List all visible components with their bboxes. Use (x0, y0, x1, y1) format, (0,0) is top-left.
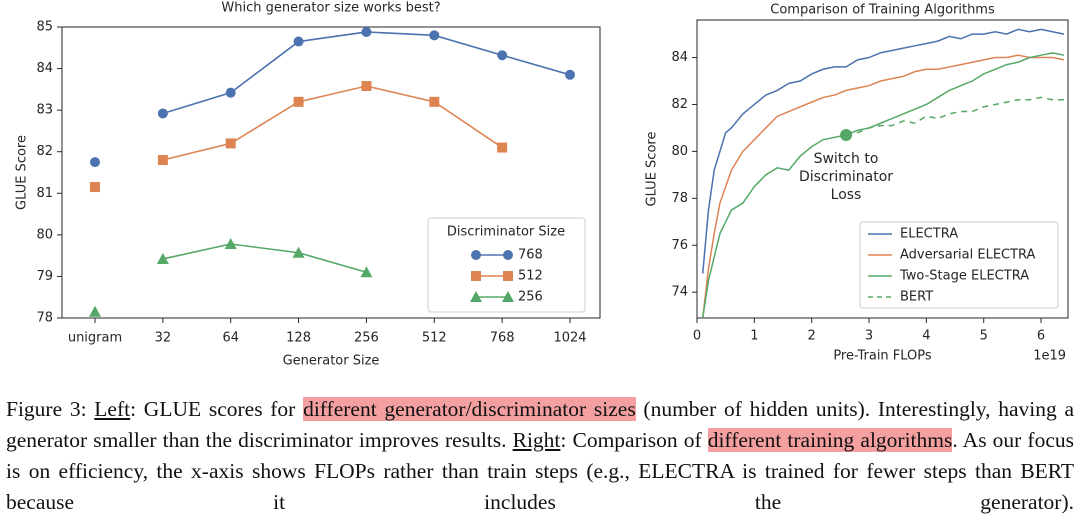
marker (157, 108, 168, 119)
caption-text: (number of hidden units). Interestingly,… (6, 397, 1075, 452)
legend-label: 768 (518, 248, 543, 263)
y-axis-label: GLUE Score (645, 132, 660, 207)
marker (497, 50, 508, 61)
caption-text: . As our focus is on efficiency, the x-a… (6, 428, 1074, 514)
y-tick-label: 76 (671, 238, 688, 253)
x-tick-label: 128 (286, 331, 311, 346)
x-tick-label: 32 (155, 331, 172, 346)
y-tick-label: 79 (36, 269, 53, 284)
x-tick-label: 2 (808, 329, 816, 344)
x-tick-label: 256 (354, 331, 379, 346)
x-axis-label: Generator Size (283, 354, 380, 369)
legend-label: Two-Stage ELECTRA (899, 269, 1029, 284)
marker (429, 96, 440, 107)
marker (361, 81, 372, 92)
marker (497, 142, 508, 153)
marker (224, 238, 237, 250)
x-tick-label: 6 (1037, 329, 1045, 344)
marker (502, 291, 514, 302)
marker (471, 250, 481, 260)
legend-title: Discriminator Size (447, 225, 565, 240)
y-tick-label: 78 (671, 191, 688, 206)
x-tick-label: 1 (750, 329, 758, 344)
marker (360, 266, 373, 278)
x-offset-label: 1e19 (1033, 349, 1066, 364)
annotation: Loss (831, 187, 862, 203)
marker (90, 182, 100, 193)
caption-text: Figure 3: (6, 397, 95, 421)
x-tick-label: 512 (422, 331, 447, 346)
x-tick-label: 64 (222, 331, 239, 346)
x-tick-label: 3 (865, 329, 873, 344)
series-line (845, 96, 1064, 136)
axes-frame (61, 26, 601, 319)
marker (471, 271, 481, 281)
legend-label: BERT (900, 290, 933, 305)
marker (156, 252, 169, 264)
y-tick-label: 82 (671, 97, 688, 112)
x-tick-label: unigram (68, 331, 122, 346)
y-axis-label: GLUE Score (15, 135, 30, 210)
y-tick-label: 84 (671, 50, 688, 65)
marker (361, 26, 372, 37)
underlined-text: Right (512, 428, 561, 452)
marker (429, 30, 440, 41)
marker (565, 69, 575, 80)
y-tick-label: 78 (36, 311, 53, 326)
x-tick-label: 4 (922, 329, 930, 344)
series-line (701, 54, 1065, 318)
series-line (162, 243, 367, 274)
highlight: different generator/discriminator sizes (303, 397, 636, 421)
legend-box (859, 221, 1059, 309)
x-tick-label: 768 (490, 331, 515, 346)
axes-frame (696, 19, 1069, 319)
legend-label: Adversarial ELECTRA (900, 248, 1036, 263)
annotation: Switch to (814, 151, 879, 167)
marker (89, 305, 101, 317)
highlight: different training algorithms (707, 428, 953, 452)
y-tick-label: 83 (36, 103, 53, 118)
legend-label: 256 (518, 290, 543, 305)
marker (225, 138, 236, 149)
chart-title: Which generator size works best? (221, 1, 440, 16)
marker (225, 87, 236, 98)
x-tick-label: 5 (980, 329, 988, 344)
marker (90, 157, 100, 168)
caption-text: : GLUE scores for (130, 397, 304, 421)
series-line (162, 85, 503, 161)
marker (157, 155, 168, 166)
marker (470, 291, 482, 302)
chart-title: Comparison of Training Algorithms (770, 3, 995, 18)
caption: Figure 3: Left: GLUE scores for differen… (6, 394, 1074, 518)
x-axis-label: Pre-Train FLOPs (833, 349, 932, 364)
marker (503, 250, 513, 260)
marker (293, 36, 304, 47)
x-tick-label: 1024 (553, 331, 586, 346)
y-tick-label: 74 (671, 285, 688, 300)
marker (293, 96, 304, 107)
y-tick-label: 81 (36, 186, 53, 201)
underlined-text: Left (94, 397, 131, 421)
legend-label: ELECTRA (900, 227, 958, 242)
x-tick-label: 0 (693, 329, 701, 344)
annotation: Discriminator (799, 169, 893, 185)
marker (292, 246, 305, 258)
marker (503, 271, 513, 281)
y-tick-label: 84 (36, 61, 53, 76)
caption-text: : Comparison of (560, 428, 708, 452)
legend-label: 512 (518, 269, 543, 284)
legend-box (427, 217, 586, 313)
switch-point (840, 128, 853, 141)
series-line (162, 31, 571, 115)
y-tick-label: 82 (36, 144, 53, 159)
y-tick-label: 80 (36, 227, 53, 242)
y-tick-label: 80 (671, 144, 688, 159)
figure: Which generator size works best? Generato… (15, 1, 1069, 369)
series-line (701, 28, 1065, 274)
y-tick-label: 85 (36, 20, 53, 35)
